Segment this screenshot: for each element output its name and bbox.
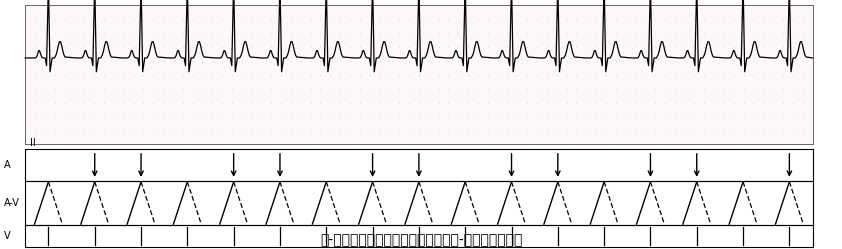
Text: II: II xyxy=(30,138,36,148)
Text: 快-慢型房室结内折返性心动过速伴结-房逆传二度阻滞: 快-慢型房室结内折返性心动过速伴结-房逆传二度阻滞 xyxy=(320,233,522,247)
Bar xyxy=(25,5,813,144)
Text: A: A xyxy=(4,160,11,170)
Text: A-V: A-V xyxy=(4,198,20,208)
Text: V: V xyxy=(4,231,11,241)
